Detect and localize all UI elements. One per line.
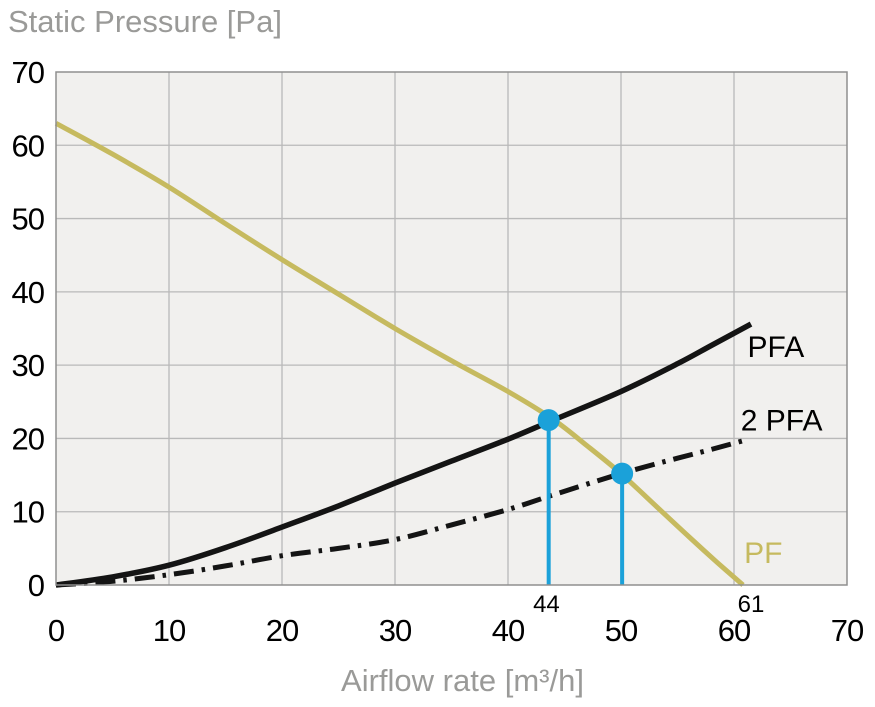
y-tick-label-40: 40 xyxy=(12,275,45,310)
x-tick-label-0: 0 xyxy=(48,613,65,648)
x-tick-label-30: 30 xyxy=(379,613,412,648)
y-tick-label-60: 60 xyxy=(12,128,45,163)
axis-annotation-61: 61 xyxy=(738,591,765,618)
y-tick-label-30: 30 xyxy=(12,348,45,383)
x-tick-label-10: 10 xyxy=(153,613,186,648)
x-tick-label-70: 70 xyxy=(831,613,864,648)
x-tick-label-40: 40 xyxy=(492,613,525,648)
y-tick-label-10: 10 xyxy=(12,495,45,530)
curve-label-pf: PF xyxy=(744,537,782,570)
curve-pf xyxy=(54,121,745,587)
curve-label-2-pfa: 2 PFA xyxy=(741,404,823,437)
x-tick-label-50: 50 xyxy=(605,613,638,648)
axis-annotation-44: 44 xyxy=(533,591,560,618)
x-axis-title: Airflow rate [m³/h] xyxy=(341,663,584,698)
y-tick-label-70: 70 xyxy=(12,55,45,90)
plot-border xyxy=(55,71,848,586)
curve-label-pfa: PFA xyxy=(748,331,805,364)
plot-area-background xyxy=(56,72,847,585)
y-tick-label-50: 50 xyxy=(12,202,45,237)
operating-point-marker xyxy=(537,409,560,432)
y-tick-label-0: 0 xyxy=(28,568,45,603)
curve-2-pfa xyxy=(55,436,750,588)
y-axis-title: Static Pressure [Pa] xyxy=(8,4,282,39)
operating-point-marker xyxy=(611,462,634,485)
curve-pfa xyxy=(55,321,753,588)
x-tick-label-20: 20 xyxy=(266,613,299,648)
x-tick-label-60: 60 xyxy=(718,613,751,648)
y-tick-label-20: 20 xyxy=(12,421,45,456)
